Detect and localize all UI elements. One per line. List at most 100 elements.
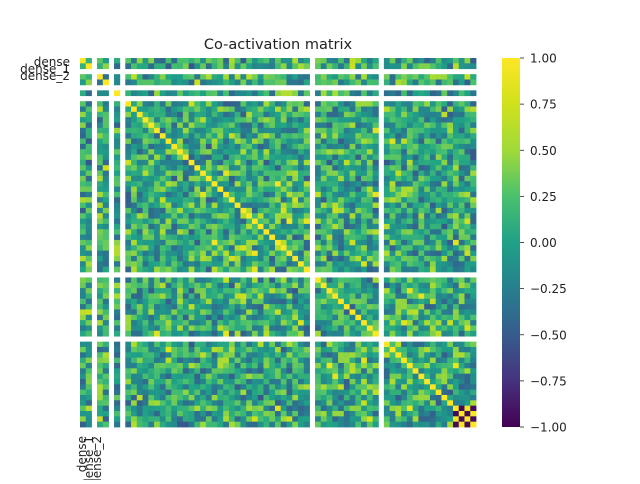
heatmap-cell <box>246 127 253 134</box>
heatmap-cell <box>355 277 362 284</box>
heatmap-cell <box>429 352 437 359</box>
heatmap-cell <box>131 346 138 353</box>
heatmap-cell <box>452 394 460 401</box>
heatmap-cell <box>142 394 149 401</box>
heatmap-cell <box>234 74 241 80</box>
heatmap-cell <box>406 207 414 214</box>
heatmap-cell <box>125 378 132 385</box>
heatmap-cell <box>131 320 138 326</box>
heatmap-cell <box>372 400 379 407</box>
heatmap-cell <box>223 245 230 251</box>
heatmap-cell <box>171 245 178 251</box>
heatmap-cell <box>349 293 356 300</box>
heatmap-cell <box>97 218 104 225</box>
heatmap-cell <box>114 373 121 380</box>
heatmap-cell <box>114 389 121 396</box>
heatmap-cell <box>171 250 178 257</box>
heatmap-cell <box>464 79 471 86</box>
heatmap-cell <box>418 106 425 113</box>
heatmap-cell <box>228 400 236 407</box>
heatmap-cell <box>361 149 368 155</box>
heatmap-cell <box>464 207 471 214</box>
heatmap-cell <box>274 250 282 257</box>
heatmap-cell <box>171 149 178 155</box>
heatmap-cell <box>182 175 190 182</box>
heatmap-cell <box>372 165 379 171</box>
heatmap-cell <box>470 255 477 262</box>
heatmap-cell <box>246 122 253 129</box>
heatmap-cell <box>435 191 442 198</box>
heatmap-cell <box>240 314 247 321</box>
heatmap-cell <box>338 181 345 187</box>
heatmap-cell <box>200 266 207 273</box>
heatmap-cell <box>154 394 161 401</box>
heatmap-cell <box>326 346 333 353</box>
heatmap-cell <box>223 79 230 86</box>
heatmap-cell <box>131 63 138 70</box>
heatmap-cell <box>355 127 362 134</box>
heatmap-cell <box>320 304 327 310</box>
heatmap-cell <box>435 288 442 294</box>
heatmap-cell <box>217 288 224 294</box>
heatmap-cell <box>470 314 477 321</box>
heatmap-cell <box>332 346 339 353</box>
heatmap-cell <box>464 63 471 70</box>
heatmap-cell <box>355 79 362 86</box>
heatmap-cell <box>429 357 437 364</box>
heatmap-cell <box>257 298 264 305</box>
heatmap-cell <box>320 127 327 134</box>
heatmap-cell <box>315 352 322 359</box>
heatmap-cell <box>424 410 431 417</box>
heatmap-cell <box>246 421 253 428</box>
heatmap-cell <box>211 282 218 289</box>
heatmap-cell <box>320 111 327 118</box>
heatmap-cell <box>355 181 362 187</box>
heatmap-cell <box>389 330 396 337</box>
heatmap-cell <box>338 101 345 107</box>
heatmap-cell <box>274 389 282 396</box>
heatmap-cell <box>194 330 201 337</box>
heatmap-cell <box>148 207 155 214</box>
heatmap-cell <box>269 127 276 134</box>
heatmap-cell <box>424 384 431 391</box>
heatmap-cell <box>217 346 224 353</box>
heatmap-cell <box>177 143 184 150</box>
heatmap-cell <box>246 159 253 166</box>
heatmap-cell <box>389 111 396 118</box>
heatmap-cell <box>269 416 276 423</box>
heatmap-cell <box>131 245 138 251</box>
heatmap-cell <box>343 159 350 166</box>
heatmap-cell <box>280 389 287 396</box>
heatmap-cell <box>326 111 333 118</box>
heatmap-cell <box>159 261 166 267</box>
heatmap-cell <box>366 106 374 113</box>
heatmap-cell <box>228 282 236 289</box>
heatmap-cell <box>131 202 138 209</box>
heatmap-cell <box>217 416 224 423</box>
heatmap-cell <box>102 245 109 251</box>
heatmap-cell <box>240 245 247 251</box>
heatmap-cell <box>361 218 368 225</box>
heatmap-cell <box>217 239 224 246</box>
heatmap-cell <box>182 186 190 193</box>
heatmap-cell <box>211 346 218 353</box>
heatmap-cell <box>447 79 454 86</box>
heatmap-cell <box>217 298 224 305</box>
heatmap-cell <box>355 223 362 230</box>
heatmap-cell <box>263 298 270 305</box>
heatmap-cell <box>429 213 437 219</box>
heatmap-cell <box>131 223 138 230</box>
heatmap-cell <box>389 197 396 203</box>
heatmap-cell <box>80 266 87 273</box>
heatmap-cell <box>395 255 402 262</box>
heatmap-cell <box>223 309 230 316</box>
heatmap-cell <box>263 106 270 113</box>
heatmap-cell <box>298 79 305 86</box>
heatmap-cell <box>464 239 471 246</box>
heatmap-cell <box>148 58 155 64</box>
heatmap-cell <box>171 186 178 193</box>
heatmap-cell <box>464 218 471 225</box>
heatmap-cell <box>429 325 437 332</box>
heatmap-cell <box>257 293 264 300</box>
heatmap-cell <box>211 154 218 161</box>
